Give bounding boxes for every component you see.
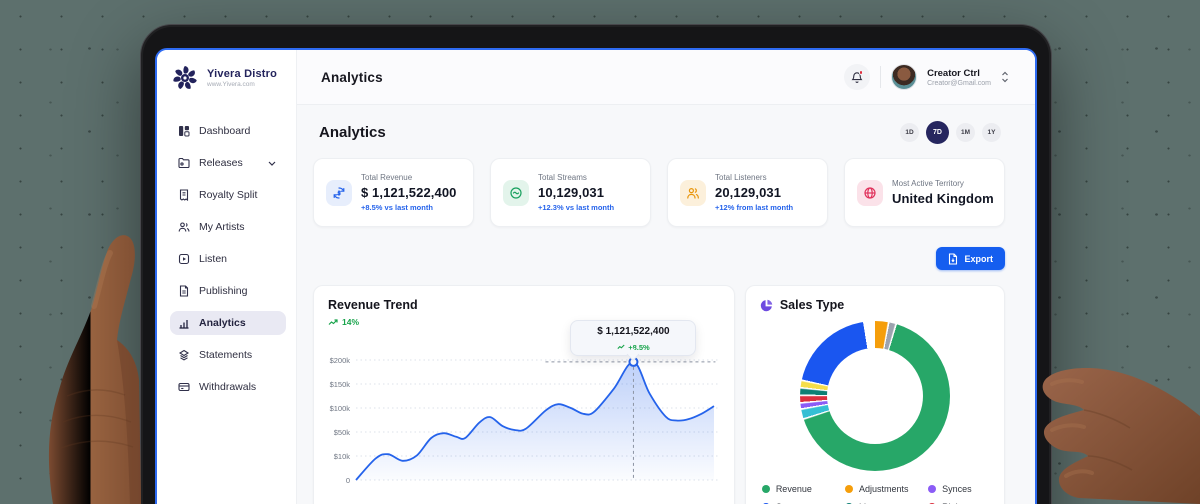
donut-hole [826,348,923,444]
releases-folder-icon [178,157,190,169]
sidebar-item-analytics[interactable]: Analytics [170,311,286,335]
page-title: Analytics [319,124,386,141]
svg-text:$10k: $10k [334,452,351,461]
sidebar-item-withdrawals[interactable]: Withdrawals [170,375,286,399]
user-email: Creator@Gmail.com [927,79,991,87]
user-menu-chevrons-icon[interactable] [1001,71,1009,83]
sidebar-item-listen[interactable]: Listen [170,247,286,271]
revenue-trend-title: Revenue Trend [328,298,418,312]
notification-badge [858,70,864,75]
streams-cycle-icon [503,179,529,206]
territory-globe-icon [857,179,883,206]
bell-icon [851,71,863,83]
trend-up-icon [328,318,338,325]
sidebar: Yivera Distro www.Yivera.com Dashboard R… [157,50,297,504]
sidebar-item-my-artists[interactable]: My Artists [170,215,286,239]
listen-play-icon [178,253,190,265]
tablet-frame: Yivera Distro www.Yivera.com Dashboard R… [140,24,1052,504]
sidebar-item-dashboard[interactable]: Dashboard [170,119,286,143]
export-button[interactable]: Export [936,247,1005,270]
revenue-trend-card: Revenue Trend 14% [313,285,735,504]
pie-chart-icon [760,299,773,311]
notifications-button[interactable] [844,64,871,90]
statements-layers-icon [178,349,190,361]
withdrawals-card-icon [178,382,190,392]
revenue-swirl-icon [326,179,352,206]
brand-logo: Yivera Distro www.Yivera.com [170,63,286,93]
stat-card-most-active-territory: Most Active Territory United Kingdom [844,158,1005,227]
trend-line [355,361,715,481]
topbar: Analytics Creator Ctrl Creator@Gmail.com [297,50,1035,105]
chevron-down-icon [268,161,276,166]
legend-item-revenue: Revenue [761,484,845,494]
main-panel: Analytics Creator Ctrl Creator@Gmail.com [297,50,1035,504]
sidebar-item-statements[interactable]: Statements [170,343,286,367]
listeners-people-icon [680,179,706,206]
legend-dot [761,485,770,493]
stat-card-total-streams: Total Streams 10,129,031 +12.3% vs last … [490,158,651,227]
user-avatar[interactable] [891,64,918,90]
dashboard-grid-icon [179,126,190,137]
svg-text:$200k: $200k [330,356,351,365]
legend-item-synces: Synces [928,484,988,494]
tooltip-trend-up-icon [617,344,625,349]
range-7d-button[interactable]: 7D [926,121,949,144]
stat-card-total-revenue: Total Revenue $ 1,121,522,400 +8.5% vs l… [313,158,474,227]
brand-url: www.Yivera.com [207,81,255,88]
user-name: Creator Ctrl [927,67,980,79]
publishing-document-icon [179,285,189,297]
range-1d-button[interactable]: 1D [900,123,919,142]
yivera-pinwheel-logo-icon [172,66,198,91]
royalty-receipt-icon [179,189,189,201]
legend-dot [844,485,853,493]
user-info[interactable]: Creator Ctrl Creator@Gmail.com [927,68,991,87]
range-1m-button[interactable]: 1M [956,123,975,142]
sidebar-item-royalty-split[interactable]: Royalty Split [170,183,286,207]
legend-item-adjustments: Adjustments [844,484,928,494]
revenue-trend-percent: 14% [328,317,734,327]
export-file-icon [949,252,958,265]
sales-type-donut[interactable] [799,321,950,471]
sales-type-card: Sales Type Revenue Adjustments Synces St… [744,285,1005,504]
time-range-group: 1D 7D 1M 1Y [900,121,1001,144]
svg-text:$50k: $50k [334,428,351,437]
right-hand [1042,368,1200,504]
stats-row: Total Revenue $ 1,121,522,400 +8.5% vs l… [313,158,1005,227]
svg-text:$100k: $100k [330,404,351,413]
svg-text:$150k: $150k [330,380,351,389]
analytics-content: Analytics 1D 7D 1M 1Y Total Reve [297,105,1035,504]
topbar-title: Analytics [321,69,383,85]
brand-name: Yivera Distro [207,68,278,80]
stat-card-total-listeners: Total Listeners 20,129,031 +12% from las… [667,158,828,227]
chart-tooltip: $ 1,121,522,400 +8.5% [570,320,697,356]
range-1y-button[interactable]: 1Y [982,123,1001,142]
analytics-bars-icon [179,320,189,329]
sales-type-legend: Revenue Adjustments Synces Streams Licen… [760,484,990,504]
app-screen: Yivera Distro www.Yivera.com Dashboard R… [155,48,1037,504]
sales-type-title: Sales Type [779,298,845,312]
sidebar-nav: Dashboard Releases Royalty Split My Arti… [170,119,286,399]
topbar-divider [880,66,882,88]
sidebar-item-publishing[interactable]: Publishing [170,279,286,303]
revenue-trend-chart[interactable]: $200k $150k $100k $50k $10k 0 [322,346,726,492]
artists-people-icon [178,222,190,232]
sidebar-item-releases[interactable]: Releases [170,151,286,175]
legend-dot [928,485,937,493]
svg-text:0: 0 [346,476,350,485]
y-axis: $200k $150k $100k $50k $10k 0 [330,356,720,485]
